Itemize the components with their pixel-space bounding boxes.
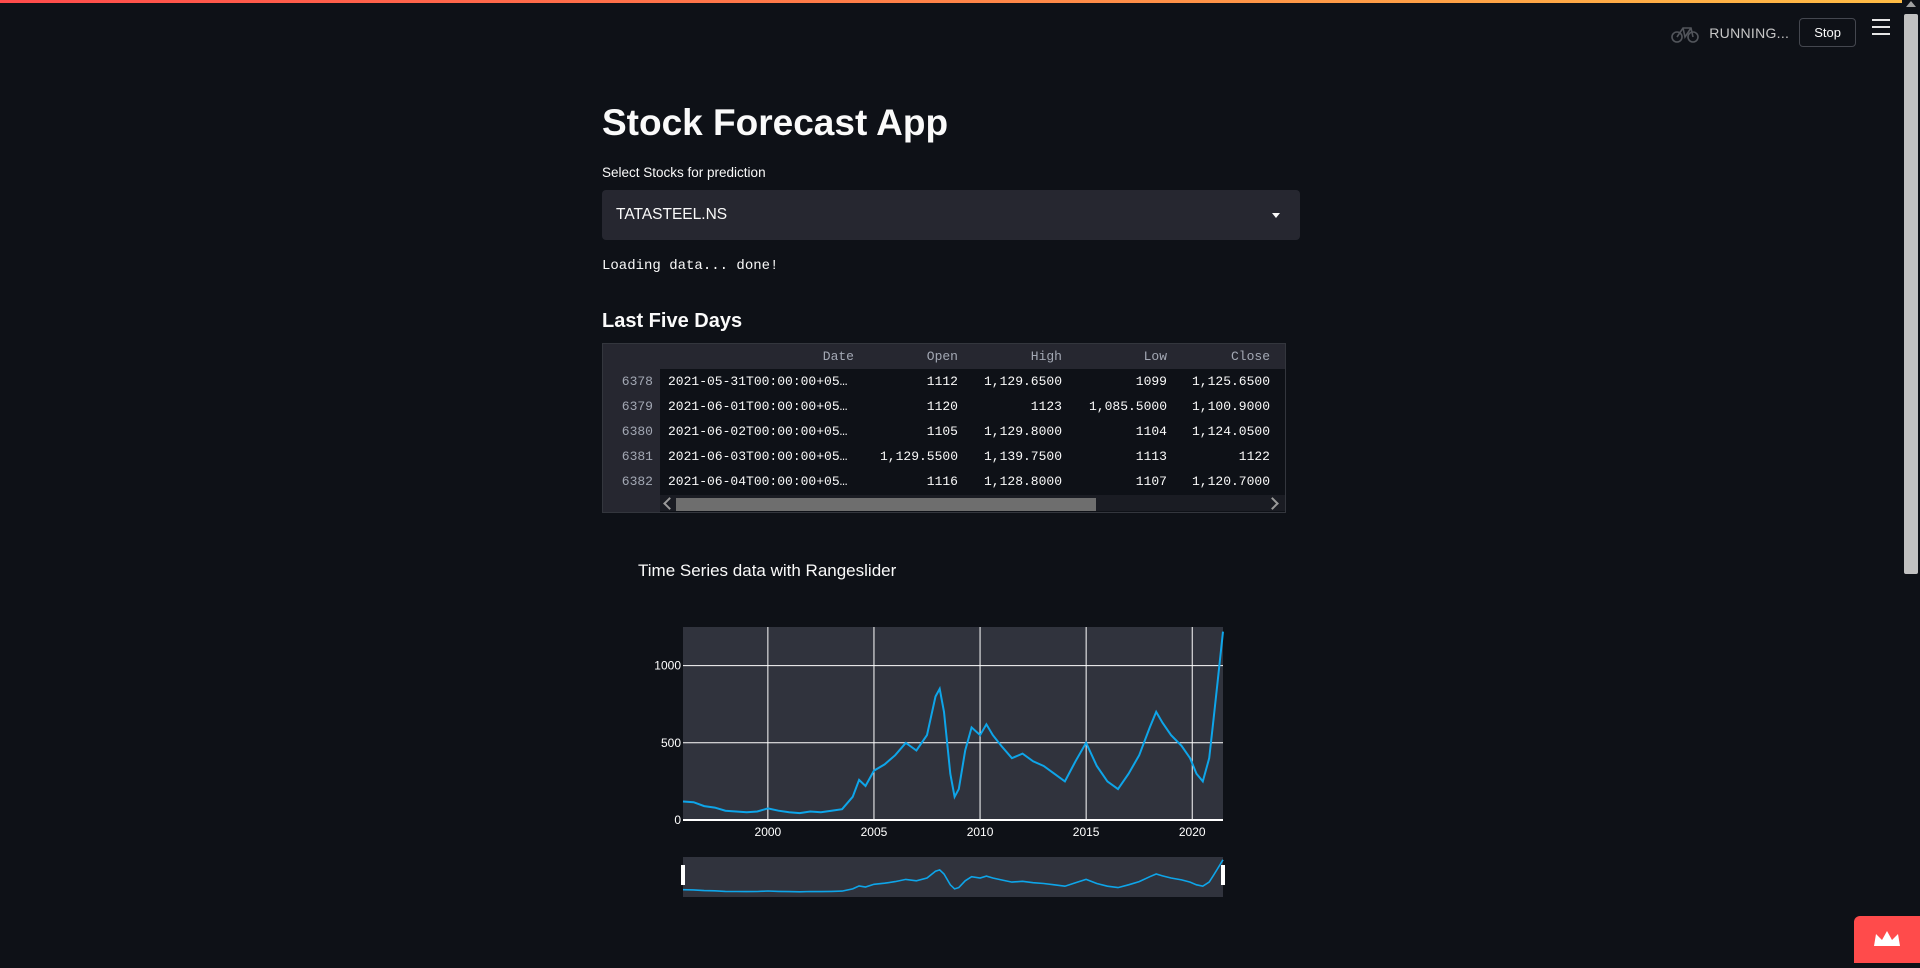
table-index-column xyxy=(603,344,660,512)
scrollbar-thumb[interactable] xyxy=(676,498,1096,511)
cell-high: 1,139.7500 xyxy=(983,449,1062,464)
cell-date: 2021-06-01T00:00:00+05… xyxy=(668,399,848,414)
cell-open: 1116 xyxy=(926,474,958,489)
x-tick-label: 2020 xyxy=(1179,825,1206,839)
table-row[interactable]: 6382 2021-06-04T00:00:00+05… 1116 1,128.… xyxy=(603,469,1285,494)
cell-low: 1104 xyxy=(1135,424,1167,439)
column-header-date[interactable]: Date xyxy=(822,349,854,364)
stock-select-value: TATASTEEL.NS xyxy=(616,206,728,223)
chart-title: Time Series data with Rangeslider xyxy=(638,561,897,580)
column-header-open[interactable]: Open xyxy=(926,349,958,364)
x-tick-label: 2010 xyxy=(967,825,994,839)
rangeslider[interactable] xyxy=(683,857,1223,897)
chevron-right-icon[interactable] xyxy=(1266,497,1279,510)
table-horizontal-scrollbar[interactable] xyxy=(660,495,1285,511)
row-index: 6380 xyxy=(621,424,653,439)
row-index: 6381 xyxy=(621,449,653,464)
table-row[interactable]: 6380 2021-06-02T00:00:00+05… 1105 1,129.… xyxy=(603,419,1285,444)
cell-date: 2021-06-02T00:00:00+05… xyxy=(668,424,848,439)
stock-select[interactable]: TATASTEEL.NS xyxy=(602,190,1300,240)
cell-close: 1,124.0500 xyxy=(1191,424,1270,439)
row-index: 6378 xyxy=(621,374,653,389)
app-progress-bar xyxy=(0,0,1920,3)
stock-select-label: Select Stocks for prediction xyxy=(602,165,766,180)
cell-open: 1112 xyxy=(926,374,958,389)
hamburger-icon[interactable] xyxy=(1872,19,1890,35)
data-table[interactable]: Date Open High Low Close 6378 2021-05-31… xyxy=(602,343,1286,513)
page-scrollbar[interactable] xyxy=(1902,0,1920,963)
rangeslider-line xyxy=(682,859,1224,893)
rangeslider-left-handle[interactable] xyxy=(681,865,685,885)
column-header-high[interactable]: High xyxy=(1030,349,1062,364)
x-tick-label: 2015 xyxy=(1073,825,1100,839)
table-row[interactable]: 6378 2021-05-31T00:00:00+05… 1112 1,129.… xyxy=(603,369,1285,394)
y-tick-label: 500 xyxy=(661,736,681,750)
running-status-text: RUNNING... xyxy=(1709,24,1790,41)
y-axis: 0 500 1000 xyxy=(654,659,681,827)
y-tick-label: 0 xyxy=(674,813,681,827)
cell-open: 1120 xyxy=(926,399,958,414)
cell-high: 1,129.6500 xyxy=(983,374,1062,389)
cell-close: 1,125.6500 xyxy=(1191,374,1270,389)
stop-button[interactable]: Stop xyxy=(1799,18,1856,47)
cell-date: 2021-05-31T00:00:00+05… xyxy=(668,374,848,389)
cell-low: 1,085.5000 xyxy=(1088,399,1167,414)
close-price-line xyxy=(682,631,1224,815)
x-axis: 2000 2005 2010 2015 2020 xyxy=(755,825,1206,839)
crown-icon xyxy=(1874,931,1900,946)
cell-date: 2021-06-04T00:00:00+05… xyxy=(668,474,848,489)
page-title: Stock Forecast App xyxy=(602,102,949,143)
bicycle-icon xyxy=(1671,26,1700,43)
scrollbar-thumb[interactable] xyxy=(1904,14,1918,574)
cell-high: 1,129.8000 xyxy=(983,424,1062,439)
column-header-close[interactable]: Close xyxy=(1230,349,1270,364)
cell-low: 1099 xyxy=(1135,374,1167,389)
chevron-left-icon[interactable] xyxy=(663,497,676,510)
scroll-up-arrow-icon[interactable] xyxy=(1906,1,1916,7)
table-row[interactable]: 6379 2021-06-01T00:00:00+05… 1120 1123 1… xyxy=(603,394,1285,419)
chart-grid xyxy=(683,627,1223,821)
row-index: 6379 xyxy=(621,399,653,414)
cell-open: 1105 xyxy=(926,424,958,439)
x-tick-label: 2005 xyxy=(861,825,888,839)
chevron-down-icon[interactable] xyxy=(1272,213,1280,218)
status-widget: RUNNING... Stop xyxy=(1671,18,1856,47)
cell-close: 1,100.9000 xyxy=(1191,399,1270,414)
row-index: 6382 xyxy=(621,474,653,489)
streamlit-badge[interactable] xyxy=(1854,916,1920,963)
table-header-row: Date Open High Low Close xyxy=(603,344,1285,369)
time-series-chart[interactable]: 2000 2005 2010 2015 2020 0 500 1000 xyxy=(602,600,1302,910)
y-tick-label: 1000 xyxy=(654,659,681,673)
table-row[interactable]: 6381 2021-06-03T00:00:00+05… 1,129.5500 … xyxy=(603,444,1285,469)
cell-high: 1,128.8000 xyxy=(983,474,1062,489)
cell-date: 2021-06-03T00:00:00+05… xyxy=(668,449,848,464)
cell-open: 1,129.5500 xyxy=(879,449,958,464)
x-tick-label: 2000 xyxy=(755,825,782,839)
cell-high: 1123 xyxy=(1030,399,1062,414)
cell-low: 1107 xyxy=(1135,474,1167,489)
column-header-low[interactable]: Low xyxy=(1143,349,1167,364)
cell-low: 1113 xyxy=(1135,449,1167,464)
rangeslider-right-handle[interactable] xyxy=(1221,865,1225,885)
cell-close: 1122 xyxy=(1238,449,1270,464)
loading-status-text: Loading data... done! xyxy=(602,258,779,274)
table-heading: Last Five Days xyxy=(602,310,743,332)
cell-close: 1,120.7000 xyxy=(1191,474,1270,489)
